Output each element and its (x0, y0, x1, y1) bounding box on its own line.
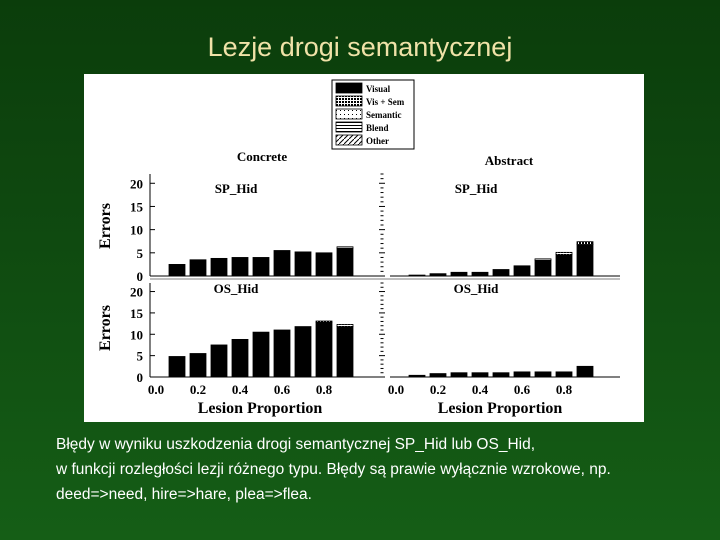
bar-segment (210, 344, 228, 378)
legend-label: Other (366, 136, 389, 146)
caption-line: w funkcji rozległości lezji różnego typu… (56, 461, 611, 478)
bar-segment (408, 274, 426, 277)
bar-segment (231, 257, 249, 277)
x-tick-label: 0.8 (556, 382, 573, 397)
y-tick-label: 0 (137, 370, 144, 385)
bar-segment (471, 271, 489, 277)
y-axis-label: Errors (97, 305, 114, 351)
bar-segment (315, 321, 333, 378)
y-tick-label: 10 (130, 223, 143, 238)
y-tick-label: 5 (137, 349, 144, 364)
bar-segment (294, 251, 312, 277)
bar-segment (534, 371, 552, 378)
bar-segment (513, 265, 531, 277)
column-title: Abstract (485, 153, 534, 168)
legend-swatch (335, 82, 363, 94)
bar-segment (294, 326, 312, 378)
legend-label: Semantic (366, 110, 402, 120)
x-tick-label: 0.8 (316, 382, 333, 397)
x-tick-label: 0.4 (232, 382, 249, 397)
x-tick-label: 0.6 (514, 382, 531, 397)
chart-svg: Visual Vis + Sem Semantic Blend Other Concret… (97, 79, 620, 417)
bar-segment (252, 331, 270, 378)
y-tick-label: 5 (137, 246, 144, 261)
panel-label: OS_Hid (454, 281, 500, 296)
bar-segment (450, 372, 468, 378)
legend-label: Blend (366, 123, 389, 133)
legend-label: Visual (366, 84, 391, 94)
bar-segment (315, 252, 333, 277)
x-tick-label: 0.0 (148, 382, 164, 397)
bar-segment (555, 254, 573, 277)
y-tick-label: 10 (130, 327, 143, 342)
bar-segment (513, 371, 531, 378)
bar-segment (336, 326, 354, 378)
y-tick-label: 20 (130, 285, 143, 300)
bar-segment (168, 356, 186, 378)
bar-segment (231, 338, 249, 378)
bar-segment (189, 353, 207, 378)
legend-swatch (335, 108, 363, 120)
bar-segment (252, 257, 270, 277)
y-tick-label: 20 (130, 176, 143, 191)
bar-segment (336, 246, 354, 249)
bar-segment (450, 271, 468, 277)
y-tick-label: 15 (130, 199, 144, 214)
bar-segment (429, 373, 447, 378)
panel-label: OS_Hid (214, 281, 260, 296)
bar-segment (273, 250, 291, 277)
bar-segment (315, 320, 333, 323)
x-tick-label: 0.2 (430, 382, 446, 397)
bar-segment (336, 247, 354, 277)
bar-segment (168, 264, 186, 277)
panel-label: SP_Hid (215, 181, 258, 196)
bar-segment (492, 372, 510, 378)
slide-title: Lezje drogi semantycznej (207, 32, 513, 62)
caption-line: Błędy w wyniku uszkodzenia drogi semanty… (56, 436, 536, 453)
legend-label: Vis + Sem (366, 97, 405, 107)
caption: Błędy w wyniku uszkodzenia drogi semanty… (56, 432, 706, 507)
bar-segment (555, 371, 573, 378)
x-tick-label: 0.0 (388, 382, 404, 397)
bar-segment (429, 273, 447, 277)
x-tick-label: 0.4 (472, 382, 489, 397)
y-tick-label: 0 (137, 269, 144, 284)
bar-segment (210, 257, 228, 277)
x-axis-label: Lesion Proportion (198, 400, 323, 417)
legend-swatch (335, 134, 363, 146)
legend-swatch (335, 95, 363, 107)
bar-segment (408, 374, 426, 378)
panel-label: SP_Hid (455, 181, 498, 196)
x-tick-label: 0.6 (274, 382, 291, 397)
bar-segment (471, 372, 489, 378)
bar-segment (576, 241, 594, 245)
bar-segment (576, 365, 594, 378)
bar-segment (336, 324, 354, 327)
legend-swatch (335, 121, 363, 133)
bar-segment (555, 251, 573, 256)
chart-figure: Visual Vis + Sem Semantic Blend Other Concret… (84, 74, 644, 422)
column-title: Concrete (237, 149, 288, 164)
bar-segment (534, 259, 552, 277)
bar-segment (576, 244, 594, 277)
caption-line: deed=>need, hire=>hare, plea=>flea. (56, 486, 312, 503)
bar-segment (492, 269, 510, 277)
x-tick-label: 0.2 (190, 382, 206, 397)
y-tick-label: 15 (130, 306, 144, 321)
bar-segment (189, 259, 207, 277)
bar-segment (534, 258, 552, 261)
x-axis-label: Lesion Proportion (438, 400, 563, 417)
y-axis-label: Errors (97, 203, 114, 249)
bar-segment (273, 329, 291, 378)
